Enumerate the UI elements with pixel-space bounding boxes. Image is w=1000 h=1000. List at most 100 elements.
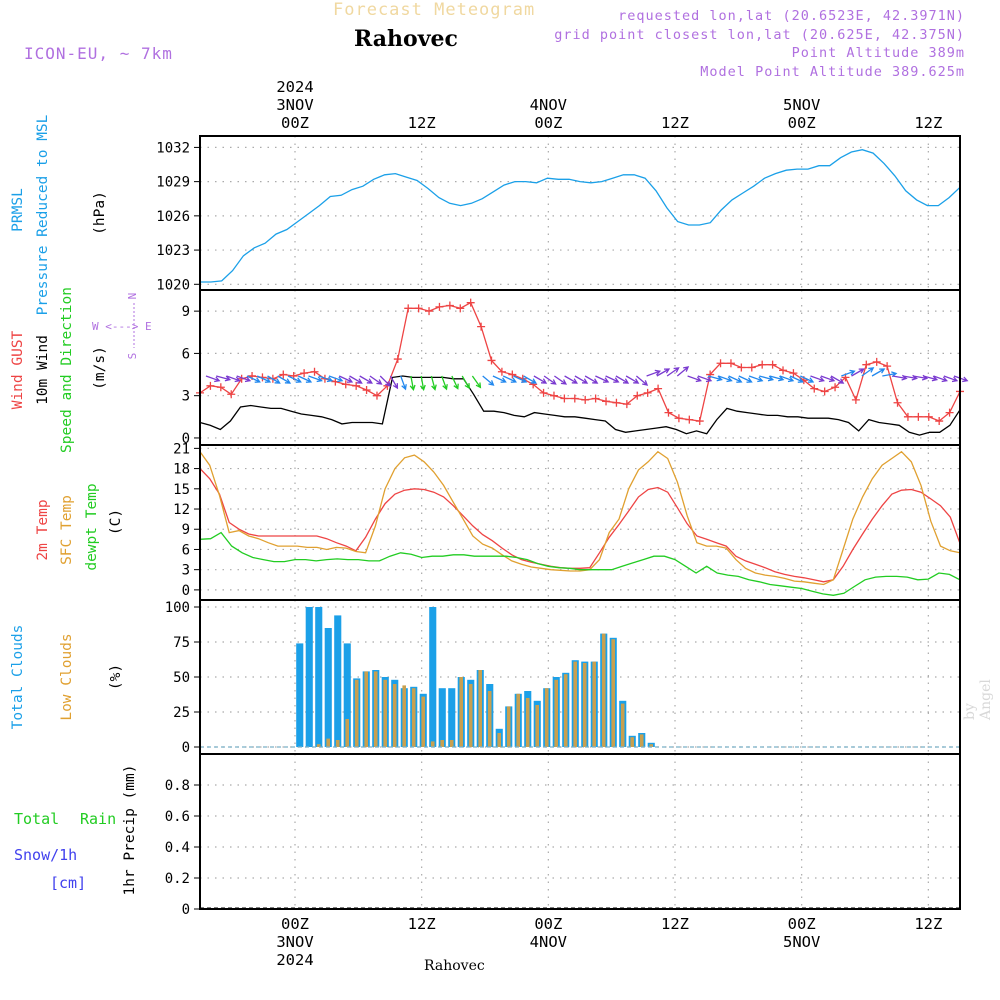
wind-direction-arrow — [471, 375, 482, 389]
wind-direction-arrow — [461, 375, 470, 390]
gust-point — [716, 359, 725, 368]
bottom-time-axis-label: 00Z — [534, 915, 562, 933]
gust-point — [726, 359, 735, 368]
wind-direction-arrow — [256, 375, 272, 383]
cloud-bar — [326, 738, 330, 747]
cloud-bar — [630, 737, 634, 747]
y-tick-label: 1032 — [156, 140, 190, 156]
wind-direction-arrow — [205, 375, 221, 383]
cloud-bar — [343, 643, 351, 747]
gust-point — [341, 380, 350, 389]
series-temp-3-line — [199, 531, 961, 596]
top-time-axis-label: 00Z — [281, 114, 309, 132]
label-precip-total: Total — [14, 810, 59, 828]
y-tick-label: 0 — [182, 902, 190, 918]
cloud-bar — [620, 703, 625, 747]
y-tick-label: 1029 — [156, 175, 190, 191]
wind-direction-arrow — [820, 375, 836, 383]
wind-direction-arrow — [236, 375, 252, 383]
cloud-bar — [421, 696, 425, 747]
wind-direction-arrow — [318, 375, 334, 383]
wind-direction-arrow — [349, 375, 363, 384]
wind-direction-arrow — [554, 375, 568, 385]
y-tick-label: 15 — [173, 482, 190, 498]
gust-point — [549, 391, 558, 400]
wind-direction-arrow — [482, 375, 495, 386]
gust-point — [654, 384, 663, 393]
cloud-bar — [438, 688, 446, 747]
cloud-bar — [354, 679, 359, 747]
gust-point — [560, 394, 569, 403]
wind-direction-arrow — [779, 375, 795, 383]
y-tick-label: 9 — [182, 522, 190, 538]
gust-point — [570, 394, 579, 403]
cloud-bar — [449, 740, 454, 747]
cloud-bar — [305, 607, 313, 747]
cloud-bar — [316, 744, 321, 747]
wind-direction-arrow — [584, 375, 599, 384]
gust-point — [831, 383, 840, 392]
top-time-axis-label: 3NOV — [276, 96, 313, 114]
wind-direction-arrow — [923, 375, 939, 382]
gust-point — [664, 408, 673, 417]
y-tick-label: 0.4 — [165, 840, 190, 856]
compass-we: W <---> E — [92, 320, 152, 333]
gust-point — [393, 355, 402, 364]
wind-direction-arrow — [789, 375, 804, 383]
y-tick-label: 1023 — [156, 243, 190, 259]
wind-direction-arrow — [533, 375, 548, 384]
cloud-bar — [392, 684, 397, 747]
gust-point — [227, 390, 236, 399]
gust-point — [685, 415, 694, 424]
wind-direction-arrow — [328, 375, 344, 383]
gust-point — [352, 381, 361, 390]
series-temp-1-line — [199, 468, 961, 583]
wind-direction-arrow — [861, 367, 875, 377]
cloud-bar — [440, 740, 444, 747]
cloud-bar — [411, 688, 416, 747]
wind-direction-arrow — [226, 375, 241, 383]
model-label: ICON-EU, ~ 7km — [24, 44, 173, 63]
y-tick-label: 3 — [182, 563, 190, 579]
y-tick-label: 9 — [182, 304, 190, 320]
gust-point — [883, 362, 892, 371]
label-percent: (%) — [108, 664, 124, 690]
y-tick-label: 100 — [165, 600, 190, 616]
wind-direction-arrow — [267, 375, 281, 384]
wind-direction-arrow — [246, 375, 261, 383]
y-tick-label: 0 — [182, 583, 190, 599]
cloud-bar — [601, 633, 606, 747]
gust-point — [404, 304, 413, 313]
bottom-time-axis-label: 12Z — [661, 915, 689, 933]
gust-point — [935, 417, 944, 426]
model-point-altitude: Model Point Altitude 389.625m — [700, 64, 965, 80]
top-time-axis-label: 2024 — [276, 78, 313, 96]
gust-point — [893, 398, 902, 407]
wind-direction-arrow — [523, 375, 537, 384]
wind-direction-arrow — [697, 375, 713, 383]
cloud-bar — [554, 679, 558, 747]
wind-direction-arrow — [379, 375, 392, 387]
y-tick-label: 0.6 — [165, 809, 190, 825]
bottom-time-axis-label: 2024 — [276, 951, 313, 969]
byline-watermark: by Angel — [962, 679, 994, 720]
cloud-bar — [448, 688, 456, 747]
gust-point — [362, 386, 371, 395]
wind-direction-arrow — [543, 375, 557, 385]
wind-direction-arrow — [419, 375, 426, 392]
wind-direction-arrow — [625, 375, 640, 384]
gust-point — [643, 388, 652, 397]
cloud-bar — [345, 719, 349, 747]
panel-frame — [199, 135, 961, 291]
gust-point — [872, 357, 881, 366]
gust-point — [851, 395, 860, 404]
panel-frame — [199, 753, 961, 910]
cloud-bar — [525, 698, 530, 747]
label-pressure-msl: Pressure Reduced to MSL — [35, 114, 51, 315]
gust-point — [206, 381, 215, 390]
wind-direction-arrow — [389, 375, 399, 390]
gust-point — [633, 391, 642, 400]
cloud-bar — [459, 677, 463, 747]
gust-point — [612, 398, 621, 407]
label-sfc-temp: SFC Temp — [59, 495, 75, 565]
